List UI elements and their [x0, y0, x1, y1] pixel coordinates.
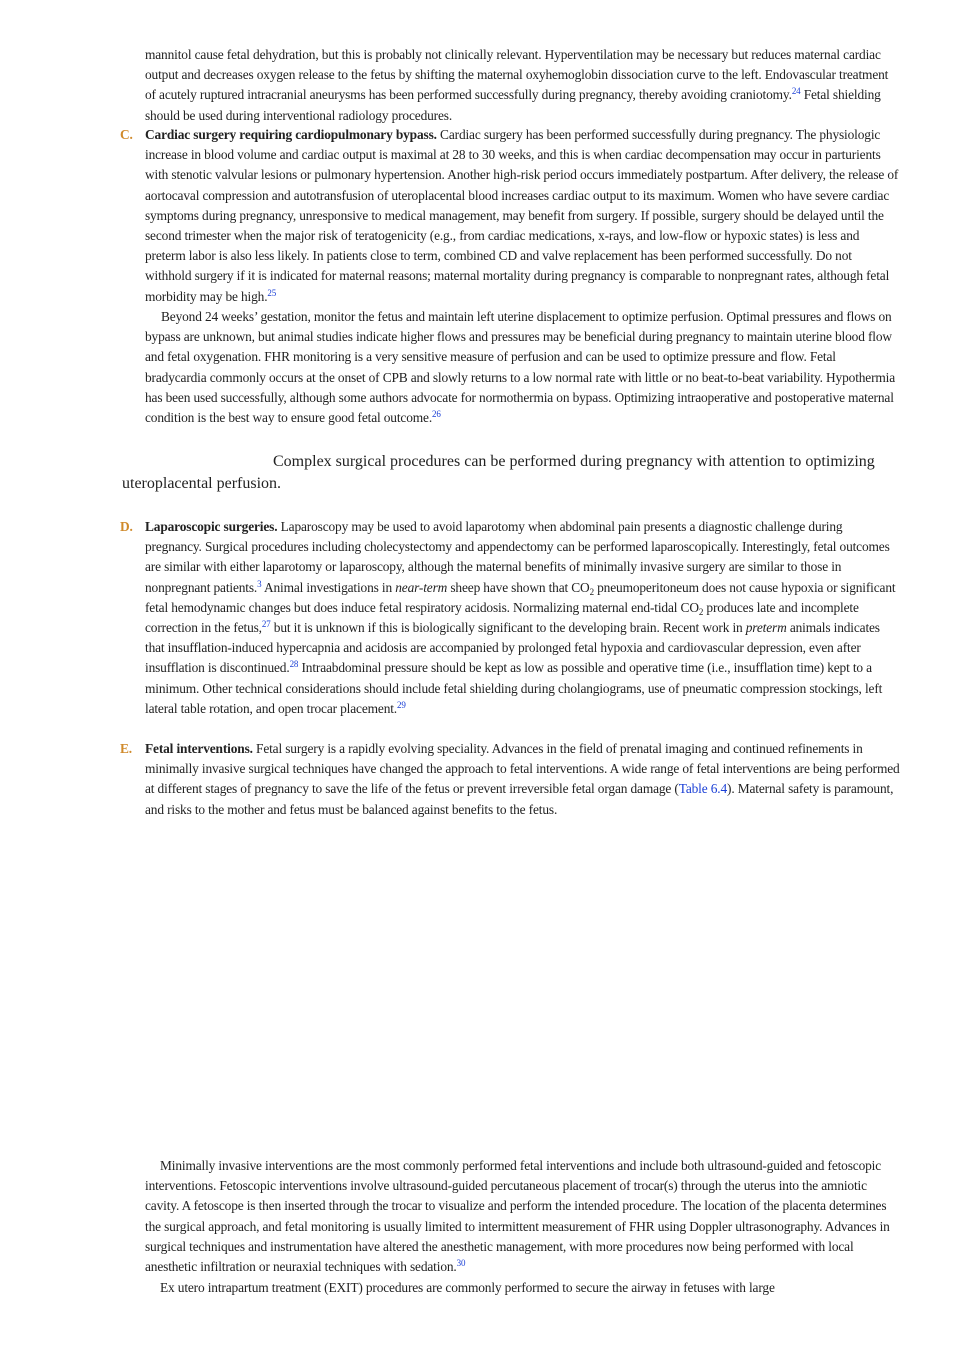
run-heading: Fetal interventions. [145, 741, 253, 756]
list-label: D. [120, 519, 133, 534]
text-run: Laparoscopy may be used to avoid laparot… [145, 519, 890, 595]
text-run: produces late and incomplete correction … [145, 599, 859, 636]
paragraph: C. Cardiac surgery requiring cardiopulmon… [120, 125, 900, 307]
run-heading: Laparoscopic surgeries. [145, 519, 278, 534]
pull-quote: Complex surgical procedures can be perfo… [122, 453, 875, 492]
text-run: ). Maternal safety is paramount, and ris… [145, 781, 894, 817]
reference: 28 [289, 659, 299, 670]
reference: 27 [261, 619, 271, 630]
subscript: 2 [589, 586, 595, 597]
paragraph: mannitol cause fetal dehydration, but th… [145, 45, 900, 126]
reference: 25 [267, 287, 277, 298]
text-run: but it is unknown if this is biologicall… [270, 620, 746, 636]
text-run: Animal investigations in [261, 579, 396, 595]
table-link[interactable]: Table 6.4 [678, 781, 728, 797]
reference: 3 [257, 578, 262, 589]
italic-text: near-term [395, 579, 448, 595]
reference: 26 [432, 409, 441, 420]
paragraph: D. Laparoscopic surgeries. Laparoscopy ma… [120, 517, 900, 719]
reference: 30 [456, 1258, 466, 1269]
text-run: Fetal surgery is a rapidly evolving spec… [145, 741, 900, 797]
text-run: Beyond 24 weeks’ gestation, monitor the … [145, 309, 896, 426]
text-run: Minimally invasive interventions are the… [145, 1158, 890, 1275]
list-label: C. [120, 127, 133, 142]
list-label: E. [120, 741, 132, 756]
text-run: Intraabdominal pressure should be kept a… [145, 660, 883, 716]
paragraph: E. Fetal interventions. Fetal surgery is … [120, 739, 900, 820]
text-run: Ex utero intrapartum treatment (EXIT) pr… [160, 1280, 775, 1295]
paragraph: Minimally invasive interventions are the… [145, 1156, 900, 1277]
text-run: sheep have shown that CO [447, 579, 590, 595]
paragraph: Ex utero intrapartum treatment (EXIT) pr… [145, 1278, 900, 1298]
paragraph: Beyond 24 weeks’ gestation, monitor the … [145, 307, 900, 428]
reference: 24 [791, 86, 801, 97]
run-heading: Cardiac surgery requiring cardiopulmonar… [145, 127, 437, 142]
reference: 29 [397, 699, 406, 710]
subscript: 2 [698, 606, 704, 617]
text-run: Cardiac surgery has been performed succe… [145, 127, 899, 304]
text-run: mannitol cause fetal dehydration, but th… [145, 47, 889, 103]
text-run: animals indicates that insufflation-indu… [145, 620, 880, 676]
text-run: Fetal shielding should be used during in… [145, 87, 881, 123]
italic-text: preterm [745, 620, 787, 636]
text-run: pneumoperitoneum does not cause hypoxia … [145, 579, 896, 615]
